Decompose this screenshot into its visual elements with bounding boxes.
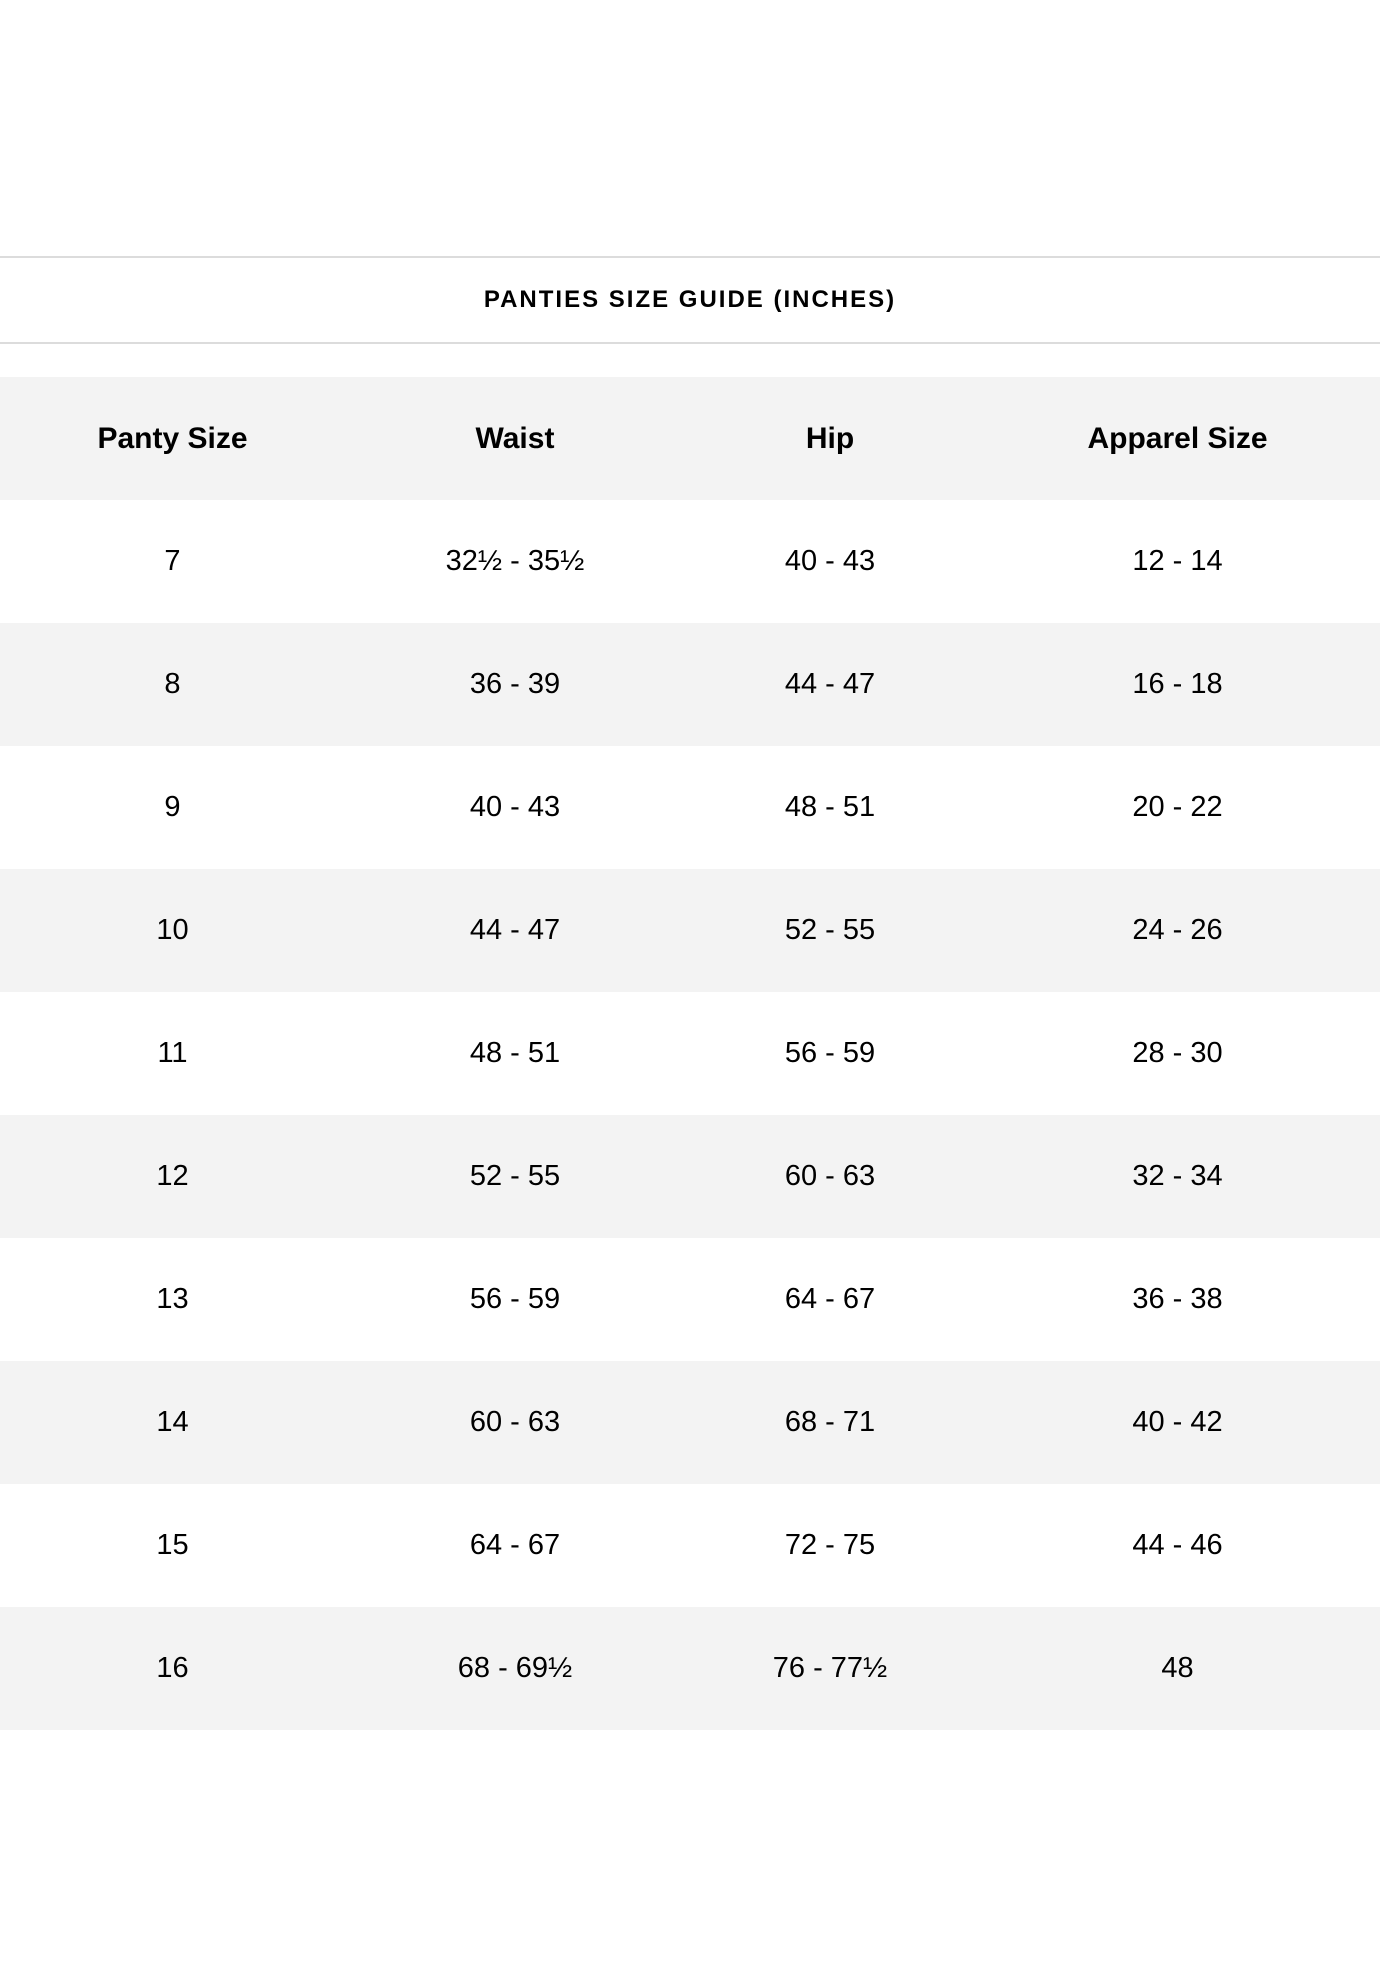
cell-panty-size: 8 [0, 623, 345, 746]
cell-apparel-size: 20 - 22 [1132, 791, 1223, 823]
cell-apparel-size: 48 [975, 1607, 1380, 1730]
cell-waist: 52 - 55 [345, 1115, 685, 1238]
cell-panty-size: 12 [0, 1115, 345, 1238]
header-hip: Hip [685, 377, 975, 500]
cell-panty-size: 16 [0, 1607, 345, 1730]
cell-waist: 40 - 43 [469, 791, 561, 823]
cell-hip: 52 - 55 [685, 869, 975, 992]
cell-panty-size: 14 [0, 1361, 345, 1484]
table-row: 13 56 - 59 64 - 67 36 - 38 [0, 1238, 1380, 1361]
cell-waist: 64 - 67 [469, 1529, 561, 1561]
cell-hip: 44 - 47 [685, 623, 975, 746]
table-row: 11 48 - 51 56 - 59 28 - 30 [0, 992, 1380, 1115]
cell-panty-size: 15 [156, 1529, 189, 1561]
cell-apparel-size: 28 - 30 [1132, 1037, 1223, 1069]
cell-hip: 64 - 67 [784, 1283, 876, 1315]
cell-hip: 48 - 51 [784, 791, 876, 823]
cell-apparel-size: 32 - 34 [975, 1115, 1380, 1238]
table-row: 9 40 - 43 48 - 51 20 - 22 [0, 746, 1380, 869]
cell-hip: 56 - 59 [784, 1037, 876, 1069]
cell-waist: 56 - 59 [469, 1283, 561, 1315]
title-bar: PANTIES SIZE GUIDE (INCHES) [0, 256, 1380, 344]
page-title: PANTIES SIZE GUIDE (INCHES) [483, 286, 897, 313]
table-row: 16 68 - 69½ 76 - 77½ 48 [0, 1607, 1380, 1730]
header-apparel-size: Apparel Size [975, 377, 1380, 500]
cell-hip: 76 - 77½ [685, 1607, 975, 1730]
table-row: 8 36 - 39 44 - 47 16 - 18 [0, 623, 1380, 746]
header-waist: Waist [345, 377, 685, 500]
cell-panty-size: 13 [156, 1283, 189, 1315]
cell-waist: 60 - 63 [345, 1361, 685, 1484]
cell-apparel-size: 24 - 26 [975, 869, 1380, 992]
cell-panty-size: 11 [157, 1037, 188, 1069]
cell-hip: 68 - 71 [685, 1361, 975, 1484]
table-row: 12 52 - 55 60 - 63 32 - 34 [0, 1115, 1380, 1238]
cell-apparel-size: 40 - 42 [975, 1361, 1380, 1484]
cell-waist: 68 - 69½ [345, 1607, 685, 1730]
cell-panty-size: 10 [0, 869, 345, 992]
cell-hip: 40 - 43 [784, 545, 876, 577]
table-row: 7 32½ - 35½ 40 - 43 12 - 14 [0, 500, 1380, 623]
cell-apparel-size: 36 - 38 [1132, 1283, 1223, 1315]
cell-apparel-size: 44 - 46 [1132, 1529, 1223, 1561]
cell-panty-size: 9 [164, 791, 181, 823]
table-row: 10 44 - 47 52 - 55 24 - 26 [0, 869, 1380, 992]
cell-waist: 48 - 51 [469, 1037, 561, 1069]
table-row: 15 64 - 67 72 - 75 44 - 46 [0, 1484, 1380, 1607]
table-row: 14 60 - 63 68 - 71 40 - 42 [0, 1361, 1380, 1484]
cell-hip: 72 - 75 [784, 1529, 876, 1561]
cell-waist: 36 - 39 [345, 623, 685, 746]
cell-apparel-size: 12 - 14 [1132, 545, 1223, 577]
size-guide-table: Panty Size Waist Hip Apparel Size 7 32½ -… [0, 377, 1380, 1730]
cell-waist: 32½ - 35½ [445, 545, 585, 577]
header-panty-size: Panty Size [0, 377, 345, 500]
cell-panty-size: 7 [164, 545, 181, 577]
cell-hip: 60 - 63 [685, 1115, 975, 1238]
cell-apparel-size: 16 - 18 [975, 623, 1380, 746]
cell-waist: 44 - 47 [345, 869, 685, 992]
header-row: Panty Size Waist Hip Apparel Size [0, 377, 1380, 500]
